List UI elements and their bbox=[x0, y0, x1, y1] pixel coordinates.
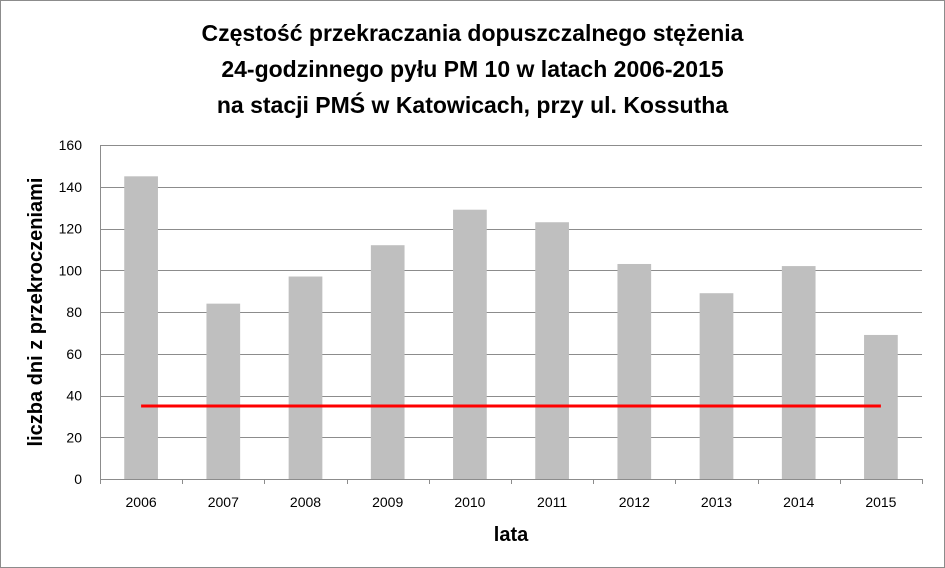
bar-2009 bbox=[370, 245, 405, 479]
bars bbox=[124, 176, 898, 480]
x-tick-label-2006: 2006 bbox=[126, 494, 157, 510]
chart-title-line-1: Częstość przekraczania dopuszczalnego st… bbox=[201, 20, 744, 46]
y-tick-label-100: 100 bbox=[59, 262, 83, 278]
y-tick-labels: 0 20 40 60 80 100 120 140 160 bbox=[59, 137, 83, 487]
bar-2010 bbox=[453, 209, 487, 479]
bar-2011 bbox=[535, 222, 569, 480]
bar-2006 bbox=[124, 176, 158, 479]
x-tick-label-2009: 2009 bbox=[372, 494, 403, 510]
y-tick-label-120: 120 bbox=[59, 221, 83, 237]
x-tick-label-2014: 2014 bbox=[783, 494, 814, 510]
y-tick-label-20: 20 bbox=[66, 429, 82, 445]
y-axis-title: liczba dni z przekroczeniami bbox=[25, 178, 47, 447]
bar-2007 bbox=[206, 303, 241, 479]
bar-2012 bbox=[617, 263, 652, 479]
chart-title-line-2: 24-godzinnego pyłu PM 10 w latach 2006-2… bbox=[221, 56, 724, 82]
x-tick-label-2015: 2015 bbox=[865, 494, 896, 510]
x-tick-label-2010: 2010 bbox=[454, 494, 485, 510]
chart-title: Częstość przekraczania dopuszczalnego st… bbox=[1, 15, 944, 123]
y-tick-label-160: 160 bbox=[59, 137, 83, 153]
y-tick-label-0: 0 bbox=[74, 471, 82, 487]
x-tick-label-2013: 2013 bbox=[701, 494, 732, 510]
x-axis-title: lata bbox=[494, 524, 529, 546]
bar-2014 bbox=[781, 266, 816, 479]
y-tick-label-140: 140 bbox=[59, 179, 83, 195]
x-tick-label-2011: 2011 bbox=[537, 494, 567, 510]
x-tick-label-2007: 2007 bbox=[208, 494, 239, 510]
chart-title-line-3: na stacji PMŚ w Katowicach, przy ul. Kos… bbox=[216, 92, 729, 118]
y-tick-label-80: 80 bbox=[66, 304, 82, 320]
bar-2008 bbox=[288, 276, 323, 479]
y-tick-label-40: 40 bbox=[66, 388, 82, 404]
x-tick-label-2012: 2012 bbox=[619, 494, 650, 510]
y-tick-label-60: 60 bbox=[66, 346, 82, 362]
x-tick-label-2008: 2008 bbox=[290, 494, 321, 510]
x-tick-labels: 2006 2007 2008 2009 2010 2011 2012 2013 2014 2015 bbox=[126, 494, 897, 510]
bar-2013 bbox=[699, 293, 734, 479]
